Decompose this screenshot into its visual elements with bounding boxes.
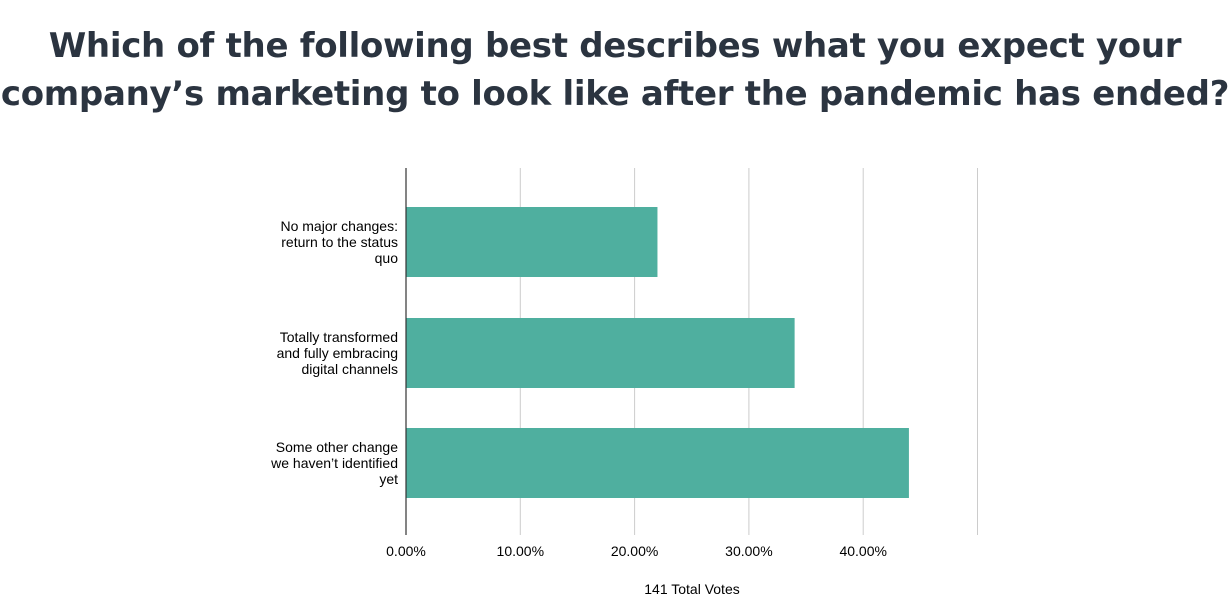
category-label-2: Totally transformed and fully embracing di… <box>277 329 398 377</box>
category-label-1-line-2: return to the status <box>281 234 398 250</box>
bar-3 <box>406 428 909 498</box>
category-label-1: No major changes: return to the status quo <box>280 218 398 266</box>
x-tick-label-5: 40.00% <box>839 543 886 559</box>
x-tick-label-4: 30.00% <box>725 543 772 559</box>
category-label-3-line-2: we haven’t identified <box>270 455 398 471</box>
chart-title: Which of the following best describes wh… <box>0 22 1230 118</box>
x-tick-label-3: 20.00% <box>611 543 658 559</box>
category-label-1-line-3: quo <box>375 250 399 266</box>
category-label-2-line-1: Totally transformed <box>280 329 398 345</box>
x-axis-label: 141 Total Votes <box>644 581 739 597</box>
category-label-1-line-1: No major changes: <box>280 218 398 234</box>
category-label-2-line-3: digital channels <box>301 361 398 377</box>
category-label-3-line-3: yet <box>379 471 398 487</box>
x-tick-label-2: 10.00% <box>497 543 544 559</box>
chart-title-line-2: company’s marketing to look like after t… <box>0 74 1230 114</box>
category-label-3-line-1: Some other change <box>276 439 398 455</box>
chart-title-line-1: Which of the following best describes wh… <box>48 26 1182 66</box>
bar-1 <box>406 207 658 277</box>
x-tick-label-1: 0.00% <box>386 543 426 559</box>
bar-2 <box>406 318 795 388</box>
category-label-2-line-2: and fully embracing <box>277 345 398 361</box>
category-label-3: Some other change we haven’t identified ye… <box>270 439 398 487</box>
